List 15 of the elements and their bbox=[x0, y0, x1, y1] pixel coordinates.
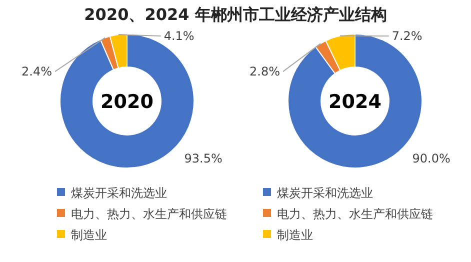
data-label: 90.0% bbox=[412, 151, 450, 166]
legend-label: 电力、热力、水生产和供应链 bbox=[277, 207, 433, 221]
legend-label: 制造业 bbox=[71, 228, 107, 242]
data-label: 93.5% bbox=[184, 151, 222, 166]
legend-label: 电力、热力、水生产和供应链 bbox=[71, 207, 227, 221]
legend-label: 煤炭开采和洗选业 bbox=[277, 186, 373, 200]
legend-label: 煤炭开采和洗选业 bbox=[71, 186, 167, 200]
text: 2020 bbox=[100, 91, 154, 113]
data-label: 7.2% bbox=[392, 29, 422, 43]
legend-label: 制造业 bbox=[277, 228, 313, 242]
text: 2024 bbox=[328, 91, 382, 113]
data-label: 4.1% bbox=[164, 29, 194, 43]
chart-title: 2020、2024 年郴州市工业经济产业结构 bbox=[84, 5, 387, 24]
data-label: 2.4% bbox=[22, 64, 52, 79]
data-label: 2.8% bbox=[250, 64, 280, 79]
